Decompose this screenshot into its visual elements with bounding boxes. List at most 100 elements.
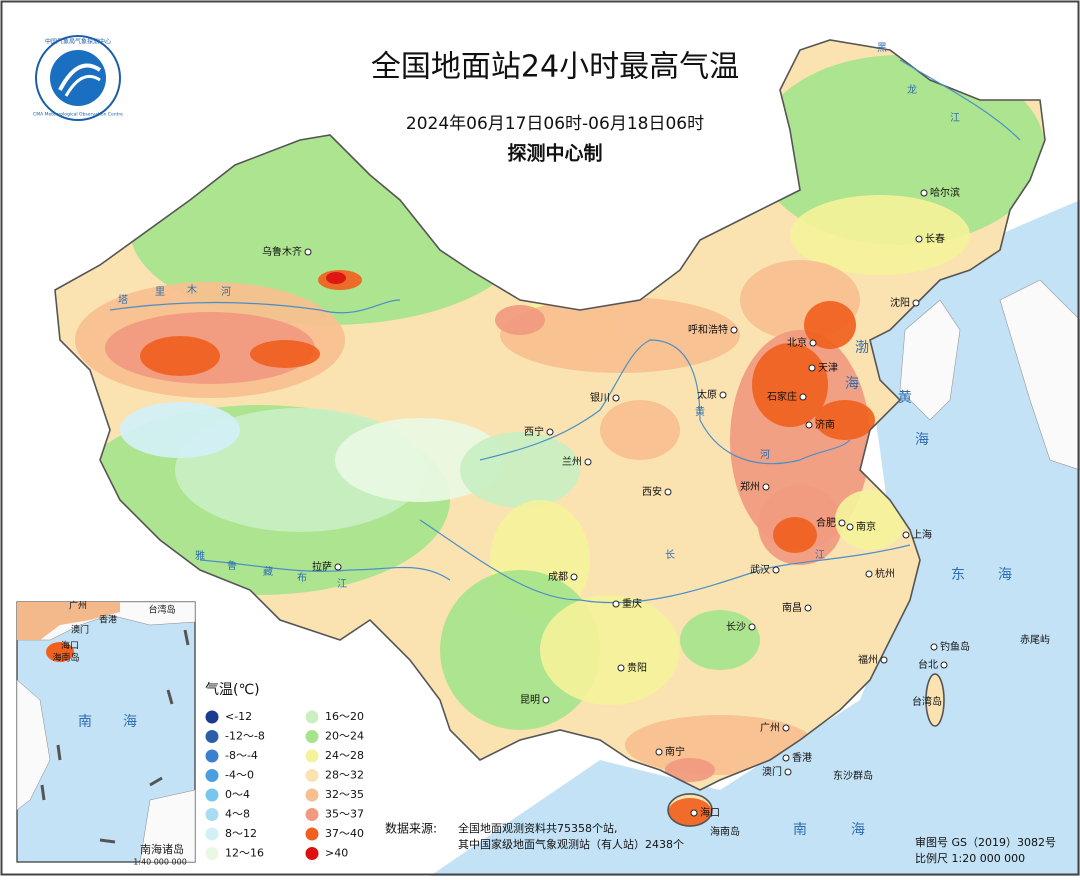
subtitle: 2024年06月17日06时-06月18日06时 <box>406 114 704 134</box>
water-label: 江 <box>950 112 960 124</box>
legend-swatch <box>305 847 319 860</box>
inset-sea-label: 海 <box>123 714 137 730</box>
place-label: 东沙群岛 <box>833 769 873 782</box>
inset-place: 香港 <box>99 614 117 626</box>
place-dot <box>838 519 846 527</box>
place-label: 南昌 <box>782 601 802 614</box>
source-line: 其中国家级地面气象观测站（有人站）2438个 <box>458 837 684 851</box>
temperature-zone <box>460 432 580 508</box>
legend-label: -8～-4 <box>225 749 258 762</box>
temperature-zone <box>752 343 828 427</box>
place-label: 郑州 <box>740 480 760 493</box>
temperature-zone <box>335 418 505 502</box>
place-label: 武汉 <box>750 563 770 576</box>
water-label: 龙 <box>907 83 917 96</box>
place-label: 合肥 <box>816 516 836 529</box>
place-dot <box>920 189 928 197</box>
water-label: 江 <box>337 578 347 590</box>
place-dot <box>546 428 554 436</box>
logo-text: 中国气象局气象探测中心 <box>45 38 111 46</box>
place-label: 沈阳 <box>890 296 910 309</box>
place-dot <box>655 748 663 756</box>
place-label: 天津 <box>818 362 838 374</box>
place-label: 贵阳 <box>627 661 647 674</box>
inset-place: 台湾岛 <box>148 604 175 616</box>
place-dot <box>865 570 873 578</box>
place-dot <box>782 754 790 762</box>
place-label: 呼和浩特 <box>688 324 728 336</box>
place-label: 成都 <box>548 571 568 583</box>
water-label: 黄 <box>898 389 912 406</box>
place-label: 石家庄 <box>767 390 797 403</box>
temperature-zone <box>250 340 320 368</box>
legend-label: 4～8 <box>225 808 250 821</box>
place-dot <box>762 483 770 491</box>
legend-label: >40 <box>325 847 348 860</box>
place-dot <box>902 531 910 539</box>
place-dot <box>617 664 625 672</box>
temperature-zone <box>680 610 760 670</box>
place-label: 太原 <box>697 388 717 401</box>
place-dot <box>772 566 780 574</box>
source-line: 全国地面观测资料共75358个站, <box>458 821 618 835</box>
map-approval: 审图号 GS（2019）3082号 <box>915 835 1056 849</box>
place-dot <box>880 656 888 664</box>
logo-text-en: CMA Meteorological Observation Centre <box>33 112 123 118</box>
place-label: 海南岛 <box>710 825 740 838</box>
legend-swatch <box>305 769 319 782</box>
place-dot <box>804 604 812 612</box>
inset-place: 广州 <box>69 600 87 612</box>
legend-label: 20～24 <box>325 730 364 743</box>
inset-place: 海南岛 <box>52 652 79 664</box>
place-label: 拉萨 <box>312 560 332 573</box>
legend-label: 35～37 <box>325 808 364 821</box>
legend-swatch <box>205 749 219 763</box>
place-label: 南京 <box>856 520 876 533</box>
water-label: 鲁 <box>227 559 237 572</box>
place-dot <box>782 724 790 732</box>
legend-bg <box>198 678 378 863</box>
legend-label: 32～35 <box>325 788 364 801</box>
water-label: 塔 <box>118 293 128 306</box>
legend-label: 37～40 <box>325 827 364 840</box>
place-dot <box>570 573 578 581</box>
legend-label: <-12 <box>225 710 252 723</box>
inset: 南海诸岛 1:40 000 000 <box>16 601 196 867</box>
temperature-zone <box>665 758 715 782</box>
legend-label: 16～20 <box>325 710 364 723</box>
legend-swatch <box>305 730 319 743</box>
legend-swatch <box>305 808 319 821</box>
place-label: 福州 <box>858 653 878 666</box>
place-dot <box>805 421 813 429</box>
water-label: 黄 <box>695 405 705 418</box>
place-label: 台湾岛 <box>912 695 942 708</box>
legend-swatch <box>205 788 219 802</box>
legend-swatch <box>305 749 319 763</box>
legend-swatch <box>305 788 319 802</box>
legend-swatch <box>205 808 219 821</box>
temperature-zone <box>790 195 970 275</box>
place-label: 长沙 <box>726 621 746 633</box>
water-label: 藏 <box>263 566 273 578</box>
place-label: 北京 <box>787 336 807 349</box>
temperature-zone <box>625 715 815 775</box>
place-label: 赤尾屿 <box>1020 634 1050 646</box>
temperature-zone <box>140 336 220 376</box>
temperature-zone <box>668 798 712 826</box>
water-label: 海 <box>915 432 929 448</box>
temperature-zone <box>495 305 545 335</box>
water-label: 渤 <box>855 340 869 356</box>
water-label: 海 <box>998 567 1012 583</box>
place-dot <box>612 600 620 608</box>
place-label: 长春 <box>925 233 945 245</box>
rivers <box>109 59 1021 604</box>
water-label: 南 <box>793 822 807 838</box>
temperature-zone <box>815 400 875 440</box>
inset-place: 澳门 <box>71 624 89 636</box>
place-label: 哈尔滨 <box>930 186 960 199</box>
place-dot <box>690 809 698 817</box>
